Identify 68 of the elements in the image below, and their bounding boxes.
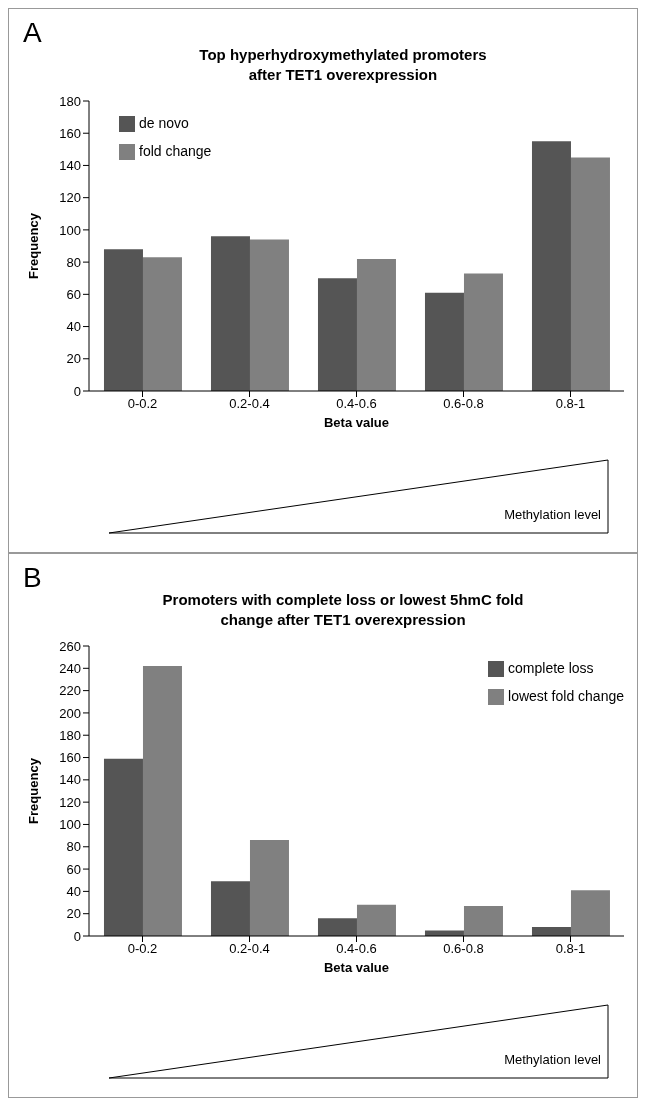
x-tick-label: 0.6-0.8 [443,396,484,412]
y-tick-label: 140 [59,158,81,174]
legend-label: de novo [139,115,189,131]
x-tick-label: 0.6-0.8 [443,941,484,957]
y-tick-label: 180 [59,727,81,743]
bar [103,758,143,936]
y-tick-label: 220 [59,683,81,699]
bar [317,918,357,936]
x-tick-label: 0.8-1 [555,396,586,412]
y-tick-label: 120 [59,190,81,206]
y-tick-label: 260 [59,638,81,654]
y-tick-label: 180 [59,93,81,109]
y-tick-label: 200 [59,705,81,721]
legend-label: lowest fold change [508,688,624,704]
text: Methylation level [504,1052,601,1067]
y-tick-label: 160 [59,750,81,766]
x-axis-title: Beta value [323,415,390,430]
legend-label: fold change [139,143,212,159]
y-tick-label: 20 [66,351,81,367]
text: B [23,562,42,594]
y-tick-label: 0 [73,383,81,399]
bar [210,236,250,391]
bar [570,890,610,936]
y-tick-label: 0 [73,928,81,944]
bar [463,905,503,936]
bar [463,273,503,391]
y-tick-label: 40 [66,884,81,899]
bar [356,258,396,391]
bar [356,904,396,936]
text: A [23,17,42,49]
bar [142,666,182,936]
x-tick-label: 0-0.2 [127,396,158,412]
x-tick-label: 0-0.2 [127,941,158,957]
bar [424,292,464,391]
y-tick-label: 20 [66,906,81,922]
x-tick-label: 0.8-1 [555,941,586,957]
bar [103,249,143,391]
chart-title: Promoters with complete loss or lowest 5hmC fold change after TET1 overexpression [161,590,525,630]
y-tick-label: 140 [59,772,81,788]
bar [570,157,610,391]
bar [249,239,289,391]
x-tick-label: 0.4-0.6 [336,941,377,957]
bar [531,927,571,936]
bar [142,257,182,391]
y-tick-label: 60 [66,286,81,302]
text: Methylation level [504,507,601,522]
x-tick-label: 0.4-0.6 [336,396,377,412]
bar [531,141,571,391]
x-tick-label: 0.2-0.4 [229,396,270,412]
bar [424,930,464,936]
y-tick-label: 60 [66,861,81,877]
legend-label: complete loss [508,660,594,676]
y-tick-label: 40 [66,319,81,335]
bar [317,278,357,391]
y-tick-label: 100 [59,817,81,833]
y-axis-title: Frequency [25,212,41,279]
y-tick-label: 80 [66,839,81,855]
x-axis-title: Beta value [323,960,390,975]
y-axis-title: Frequency [25,757,41,824]
y-tick-label: 120 [59,794,81,810]
y-tick-label: 80 [66,254,81,270]
y-tick-label: 240 [59,660,81,676]
bar [249,840,289,936]
x-tick-label: 0.2-0.4 [229,941,270,957]
y-tick-label: 100 [59,222,81,238]
bar [210,881,250,936]
y-tick-label: 160 [59,125,81,141]
chart-title: Top hyperhydroxymethylated promoters after TET1 overexpression [198,45,488,85]
